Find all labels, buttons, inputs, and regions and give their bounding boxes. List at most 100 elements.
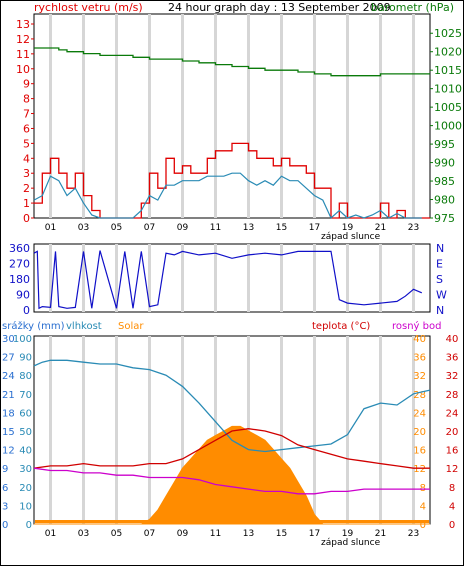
pressure-tick-label: 1025 (434, 27, 462, 40)
temperature-tick-label: 24 (446, 408, 459, 419)
direction-tick-label: 0 (23, 304, 30, 317)
humidity-tick-label: 100 (13, 334, 32, 345)
temperature-tick-label: 12 (446, 464, 459, 475)
solar-tick-label: 8 (420, 483, 426, 494)
solar-tick-label: 16 (413, 446, 426, 457)
rain-tick-label: 18 (2, 408, 15, 419)
sunset-label-bottom: západ slunce (321, 538, 381, 548)
wind-tick-label: 13 (16, 18, 30, 31)
wind-axis-label: rychlost vetru (m/s) (34, 1, 143, 14)
solar-tick-label: 20 (413, 427, 426, 438)
pressure-tick-label: 1010 (434, 83, 462, 96)
solar-legend-label: Solar (118, 321, 144, 332)
wind-tick-label: 11 (16, 48, 30, 61)
humidity-tick-label: 30 (19, 464, 32, 475)
rain-tick-label: 9 (2, 464, 8, 475)
solar-tick-label: 24 (413, 408, 426, 419)
wind-x-tick-label: 01 (45, 223, 56, 233)
temperature-tick-label: 8 (449, 483, 455, 494)
wind-tick-label: 4 (23, 152, 30, 165)
direction-tick-label: 360 (9, 242, 30, 255)
temp-x-tick-label: 15 (276, 529, 287, 539)
humidity-tick-label: 10 (19, 501, 32, 512)
temp-x-tick-label: 23 (408, 529, 419, 539)
temperature-tick-label: 0 (449, 520, 455, 531)
temperature-tick-label: 20 (446, 427, 459, 438)
rain-tick-label: 30 (2, 334, 15, 345)
temp-x-tick-label: 05 (111, 529, 122, 539)
rain-tick-label: 12 (2, 446, 15, 457)
rain-tick-label: 21 (2, 390, 15, 401)
direction-letter-label: N (436, 304, 444, 317)
series-humidity (33, 359, 431, 453)
series-dewpoint (33, 467, 430, 495)
humidity-tick-label: 20 (19, 483, 32, 494)
direction-tick-label: 270 (9, 258, 30, 271)
pressure-tick-label: 985 (434, 175, 455, 188)
wind-x-tick-label: 05 (111, 223, 122, 233)
direction-letter-label: W (436, 289, 447, 302)
wind-x-tick-label: 09 (177, 223, 189, 233)
wind-x-tick-label: 21 (375, 223, 386, 233)
rain-tick-label: 24 (2, 371, 15, 382)
wind-pressure-panel: 0123456789101112139759809859909951000100… (16, 13, 462, 233)
temperature-tick-label: 4 (449, 501, 455, 512)
pressure-tick-label: 990 (434, 157, 455, 170)
temp-x-tick-label: 19 (342, 529, 354, 539)
humidity-tick-label: 80 (19, 371, 32, 382)
temp-x-tick-label: 17 (309, 529, 320, 539)
series-pressure (34, 47, 430, 77)
pressure-tick-label: 975 (434, 212, 455, 225)
pressure-tick-label: 1005 (434, 101, 462, 114)
humidity-legend-label: vlhkost (66, 321, 102, 332)
direction-letter-label: N (436, 242, 444, 255)
series-temperature (33, 428, 430, 469)
rain-tick-label: 0 (2, 520, 8, 531)
humidity-tick-label: 50 (19, 427, 32, 438)
wind-x-tick-label: 15 (276, 223, 287, 233)
wind-tick-label: 3 (23, 167, 30, 180)
rain-tick-label: 6 (2, 483, 8, 494)
temp-x-tick-label: 01 (45, 529, 56, 539)
direction-plot-area (33, 243, 431, 313)
wind-x-tick-label: 07 (144, 223, 155, 233)
pressure-tick-label: 1015 (434, 64, 462, 77)
rain-tick-label: 15 (2, 427, 15, 438)
solar-tick-label: 12 (413, 464, 426, 475)
temp-x-tick-label: 09 (177, 529, 189, 539)
rain-tick-label: 27 (2, 353, 15, 364)
wind-x-tick-label: 13 (243, 223, 254, 233)
solar-tick-label: 40 (413, 334, 426, 345)
solar-tick-label: 4 (420, 501, 426, 512)
temp-x-tick-label: 07 (144, 529, 155, 539)
pressure-axis-label: barometr (hPa) (371, 1, 454, 14)
wind-tick-label: 12 (16, 33, 30, 46)
rain-tick-label: 3 (2, 501, 8, 512)
temp-x-tick-label: 03 (78, 529, 89, 539)
series-wind-avg (33, 172, 422, 219)
humidity-tick-label: 70 (19, 390, 32, 401)
series-wind-gust (34, 142, 430, 219)
wind-x-tick-label: 11 (210, 223, 221, 233)
temperature-tick-label: 40 (446, 334, 459, 345)
wind-tick-label: 2 (23, 182, 30, 195)
wind-x-tick-label: 19 (342, 223, 354, 233)
temperature-tick-label: 16 (446, 446, 459, 457)
humidity-tick-label: 60 (19, 408, 32, 419)
solar-baseline-strip (35, 520, 429, 523)
wind-tick-label: 6 (23, 122, 30, 135)
humidity-tick-label: 0 (26, 520, 32, 531)
wind-tick-label: 7 (23, 108, 30, 121)
humidity-tick-label: 40 (19, 446, 32, 457)
temp-x-tick-label: 21 (375, 529, 386, 539)
rain-legend-label: srážky (mm) (2, 320, 65, 332)
solar-tick-label: 36 (413, 353, 426, 364)
temperature-tick-label: 36 (446, 353, 459, 364)
humidity-tick-label: 90 (19, 353, 32, 364)
direction-letter-label: S (436, 273, 443, 286)
solar-tick-label: 0 (420, 520, 426, 531)
wind-x-tick-label: 03 (78, 223, 89, 233)
